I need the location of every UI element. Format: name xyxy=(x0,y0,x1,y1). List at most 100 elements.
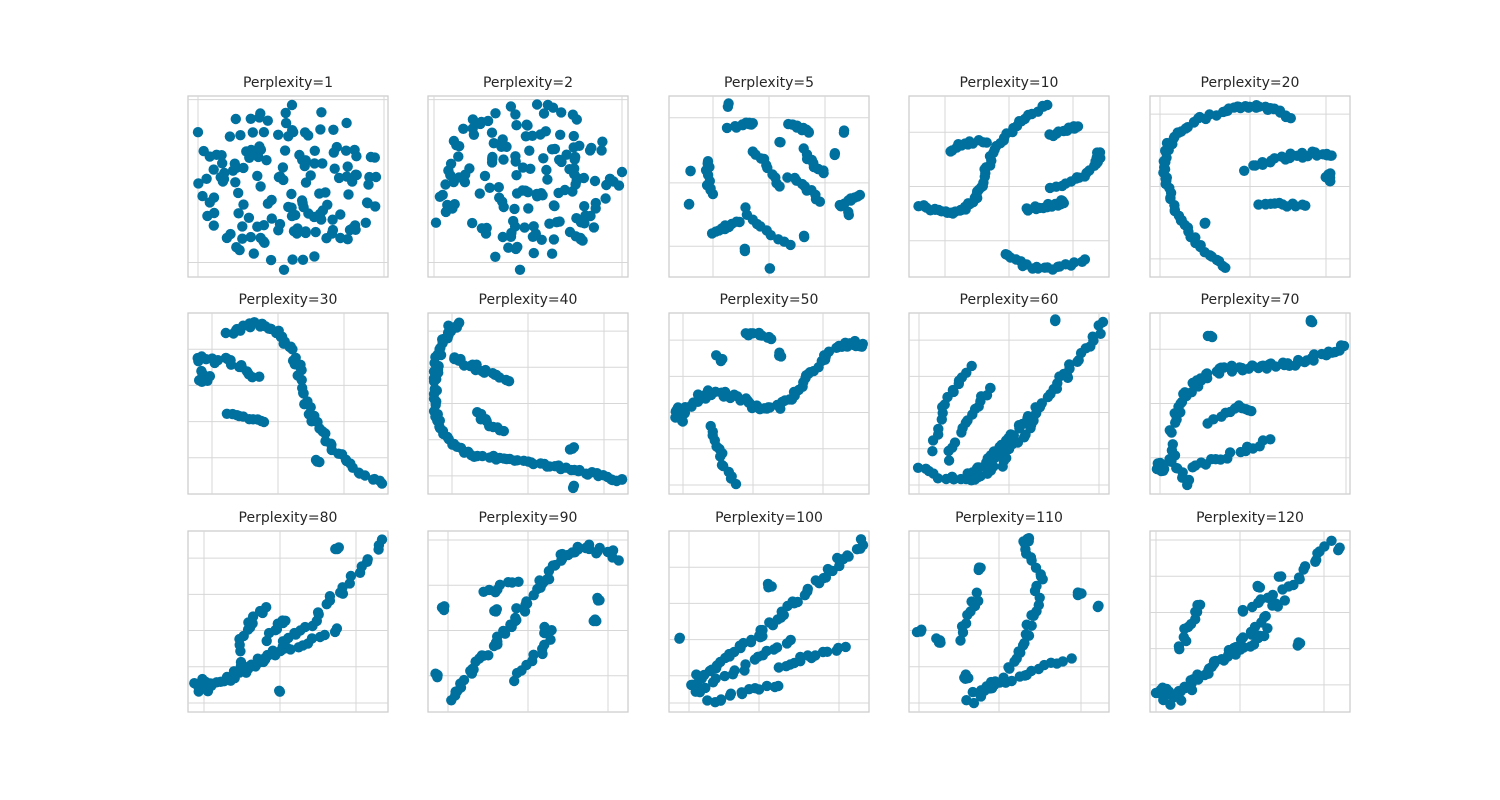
data-point xyxy=(746,634,757,646)
data-point xyxy=(252,170,263,182)
data-point xyxy=(710,673,721,684)
data-point xyxy=(719,670,730,682)
data-point xyxy=(1097,316,1109,328)
data-point xyxy=(1246,405,1257,417)
scatter-panel: Perplexity=120 xyxy=(1149,510,1351,713)
data-point xyxy=(554,216,565,227)
data-point xyxy=(330,543,341,555)
data-point xyxy=(300,177,312,188)
scatter-panel: Perplexity=80 xyxy=(187,510,389,713)
data-point xyxy=(345,570,357,582)
data-point xyxy=(506,227,517,239)
data-point xyxy=(511,170,522,181)
data-point xyxy=(285,644,296,655)
panel-title: Perplexity=70 xyxy=(1201,292,1300,308)
data-point xyxy=(237,221,248,232)
data-point xyxy=(277,162,289,173)
scatter-panel: Perplexity=90 xyxy=(427,510,629,713)
data-point xyxy=(273,129,284,140)
data-point xyxy=(1057,656,1069,667)
data-point xyxy=(738,637,749,649)
data-point xyxy=(536,234,547,245)
data-point xyxy=(498,425,509,437)
data-point xyxy=(261,635,272,647)
data-point xyxy=(376,534,388,545)
data-point xyxy=(439,601,450,612)
scatter-panel: Perplexity=70 xyxy=(1149,292,1351,495)
panel-title: Perplexity=30 xyxy=(239,292,338,308)
data-point xyxy=(220,327,231,339)
data-point xyxy=(430,668,441,679)
data-point xyxy=(326,228,338,239)
data-point xyxy=(1064,359,1075,370)
data-point xyxy=(491,454,502,465)
data-point xyxy=(335,209,346,220)
data-point xyxy=(1031,580,1042,592)
data-point xyxy=(818,167,829,179)
data-point xyxy=(479,170,491,182)
data-point xyxy=(994,448,1006,460)
data-point xyxy=(498,625,509,637)
data-point xyxy=(343,189,354,200)
data-point xyxy=(208,220,219,231)
data-point xyxy=(524,145,535,156)
data-point xyxy=(248,248,259,259)
data-point xyxy=(520,185,531,196)
data-point xyxy=(489,605,500,617)
data-point xyxy=(283,131,294,142)
data-point xyxy=(912,462,924,473)
data-point xyxy=(280,117,292,129)
data-point xyxy=(955,635,966,646)
data-point xyxy=(1262,623,1273,634)
data-point xyxy=(230,177,241,188)
data-point xyxy=(580,210,591,221)
data-point xyxy=(1305,315,1317,326)
data-point xyxy=(616,166,628,178)
data-point xyxy=(971,587,982,598)
data-point xyxy=(266,213,277,224)
data-point xyxy=(799,231,810,243)
data-point xyxy=(561,149,572,160)
data-point xyxy=(510,109,521,120)
data-point xyxy=(233,187,244,199)
data-point xyxy=(933,423,944,435)
data-point xyxy=(757,631,768,642)
data-point xyxy=(238,199,249,210)
data-point xyxy=(440,179,451,190)
data-point xyxy=(208,164,219,175)
data-point xyxy=(1294,638,1306,649)
data-point xyxy=(761,680,773,692)
data-point xyxy=(309,145,320,156)
data-point xyxy=(986,454,997,465)
data-point xyxy=(360,217,371,228)
data-point xyxy=(1239,165,1250,176)
data-point xyxy=(370,201,381,212)
data-point xyxy=(1237,606,1249,617)
data-point xyxy=(365,151,377,163)
data-point xyxy=(511,188,523,199)
data-point xyxy=(192,127,204,138)
data-point xyxy=(440,206,452,218)
data-point xyxy=(594,542,605,554)
data-point xyxy=(362,554,373,565)
data-point xyxy=(1066,653,1077,664)
data-point xyxy=(1208,658,1220,669)
data-point xyxy=(960,618,972,629)
data-point xyxy=(286,99,298,111)
data-point xyxy=(467,123,478,134)
panel-title: Perplexity=90 xyxy=(479,510,578,526)
data-point xyxy=(949,437,961,448)
scatter-panel: Perplexity=5 xyxy=(668,75,870,278)
data-point xyxy=(1200,217,1211,228)
data-point xyxy=(579,201,590,212)
data-point xyxy=(437,189,448,201)
data-point xyxy=(1265,434,1276,445)
data-point xyxy=(679,408,690,419)
data-point xyxy=(548,234,560,245)
data-point xyxy=(1308,349,1320,360)
data-point xyxy=(300,226,311,237)
data-point xyxy=(493,182,504,193)
data-point xyxy=(486,127,498,138)
data-point xyxy=(503,242,514,253)
data-point xyxy=(235,130,246,141)
